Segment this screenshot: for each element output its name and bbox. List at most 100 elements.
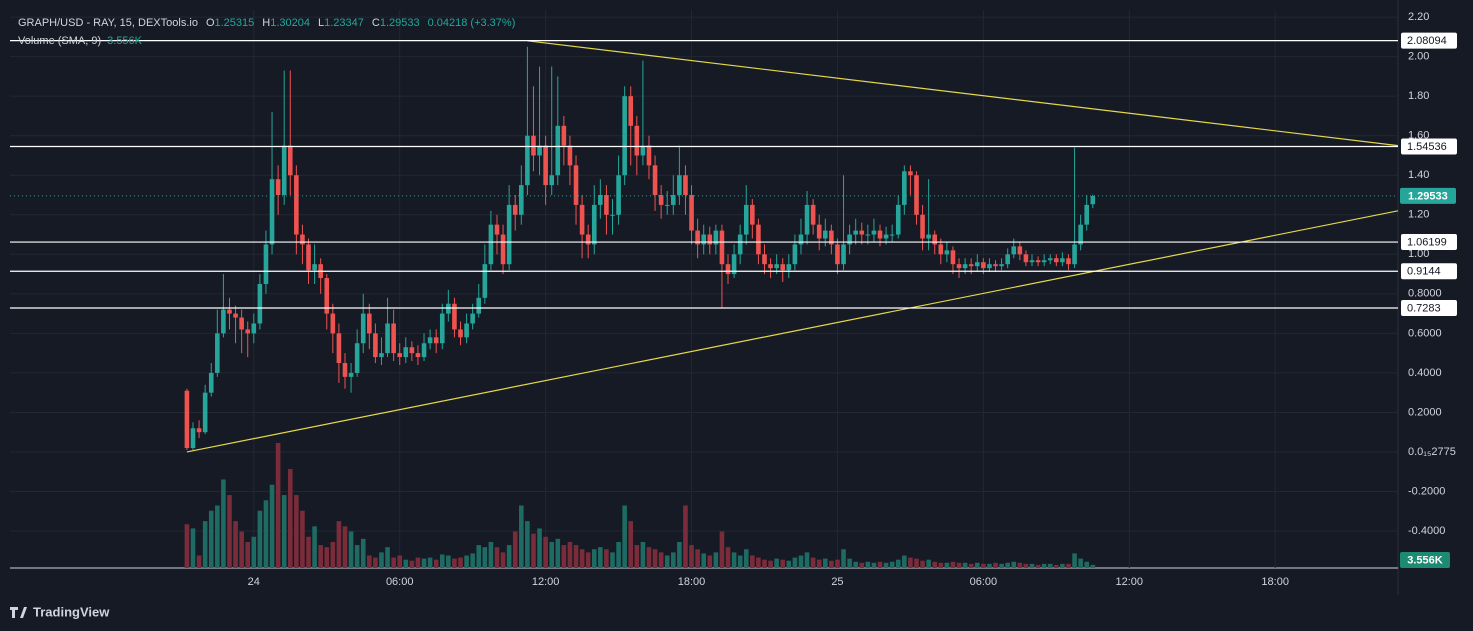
logo[interactable]: TradingView [10,604,110,619]
candle-body [1060,258,1065,263]
volume-bar [713,552,719,568]
candle-body [938,244,944,255]
y-tick-label: 0.4000 [1408,367,1442,379]
volume-bar [300,510,305,568]
volume-bar [1023,563,1029,568]
candle-body [494,224,500,235]
volume-bar [391,557,396,568]
candle-body [847,234,852,245]
volume-bar [646,547,652,568]
volume-bar [981,563,986,568]
volume-bar [446,555,451,568]
candle-body [561,125,567,146]
candle-body [677,175,682,196]
candle-body [610,214,615,216]
volume-bar [634,545,640,568]
volume-bar [549,541,555,568]
volume-bar [287,469,293,568]
price-level-box [1401,234,1457,251]
price-level-box [1401,138,1457,155]
candle-body [804,204,810,235]
volume-bar [354,545,360,568]
x-tick-label: 18:00 [678,576,706,588]
candle-body [598,195,603,205]
volume-bar [1035,564,1041,568]
candle-body [531,135,536,156]
volume-bar [622,505,627,568]
candle-body [622,96,627,176]
candle-body [895,204,901,235]
volume-bar [196,555,202,568]
price-level-label: 2.08094 [1407,35,1447,47]
candle-body [488,224,494,265]
close-label: C [372,17,380,29]
volume-bar [470,553,475,568]
candle-body [792,244,798,265]
candle-body [281,145,287,196]
candle-body [1072,244,1077,265]
candle-body [184,390,190,449]
candle-body [999,264,1004,267]
x-tick-label: 06:00 [970,576,998,588]
volume-bar [956,562,962,568]
volume-bar [1060,563,1065,568]
volume-bar [573,545,579,568]
volume-bar [506,545,512,568]
candle-body [774,264,779,269]
candle-body [500,234,506,265]
volume-bar [944,562,950,568]
y-tick-label: 1.20 [1408,209,1429,221]
candle-body [1029,260,1035,263]
volume-bar [215,505,220,568]
candle-body [1066,258,1071,265]
volume-bar [689,545,694,568]
volume-bar [835,559,840,568]
volume-bar [342,526,348,568]
volume-bar [433,559,439,568]
volume-bar [768,560,773,568]
candle-body [379,353,384,358]
volume-bar [482,547,488,568]
candle-body [616,175,621,215]
trendline [527,40,1399,147]
candle-body [853,230,858,235]
candle-body [974,262,980,267]
candle-body [1047,258,1053,261]
candle-body [725,264,731,275]
y-tick-label: 0.0₁₅2775 [1408,446,1456,458]
candle-body [427,337,433,344]
candle-body [227,309,232,314]
volume-bar [464,555,469,568]
candle-body [1041,260,1047,263]
last-price-box [1400,187,1456,204]
y-tick-label: 0.8000 [1408,288,1442,300]
candle-body [652,165,658,196]
candle-body [719,230,725,265]
candle-body [683,175,688,196]
candle-body [962,264,968,269]
volume-bar [908,557,913,568]
candle-body [512,204,518,215]
volume-bar [476,545,482,568]
y-tick-label: 1.00 [1408,248,1429,260]
candle-body [701,234,706,245]
volume-bar [525,521,530,568]
candle-body [245,329,251,334]
candle-body [950,250,956,265]
candles [184,46,1096,450]
volume-price-box [1400,552,1450,568]
candle-body [391,323,396,354]
candle-body [452,303,457,330]
volume-bar [847,558,852,568]
volume-bar [1047,563,1053,568]
candle-body [640,145,646,156]
volume-bar [318,545,323,568]
candle-body [403,347,409,358]
candle-body [768,264,773,269]
candle-body [908,171,913,176]
candle-body [482,264,488,298]
candle-body [1017,246,1023,255]
candle-body [470,313,475,324]
candle-body [883,234,889,239]
candle-body [233,313,238,318]
